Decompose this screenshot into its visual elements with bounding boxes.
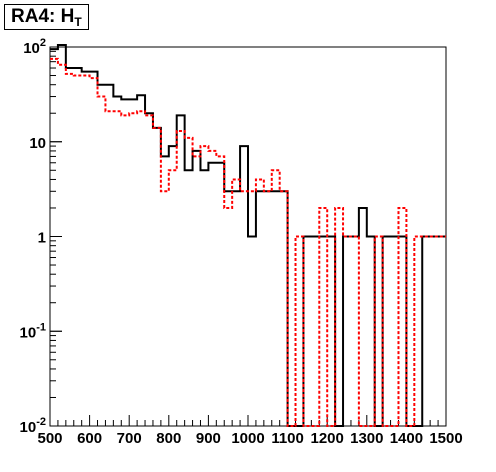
- x-tick-label: 600: [77, 430, 102, 447]
- x-tick-label: 900: [196, 430, 221, 447]
- x-tick-label: 500: [37, 430, 62, 447]
- x-tick-label: 1200: [311, 430, 344, 447]
- y-axis-ticks: 10-2 10-1 1 10 102: [20, 37, 62, 436]
- series-layer: [50, 43, 446, 427]
- y-tick-label: 102: [23, 37, 46, 57]
- x-tick-label: 1300: [350, 430, 383, 447]
- y-tick-label: 1: [38, 230, 46, 247]
- chart-title: RA4: HT: [4, 4, 89, 30]
- x-axis-ticks: 500 600 700 800 900 1000 1100 1200 1300 1400 1500: [37, 415, 463, 447]
- chart-title-subscript: T: [74, 15, 82, 29]
- x-tick-label: 1000: [231, 430, 264, 447]
- x-tick-label: 1400: [390, 430, 423, 447]
- x-tick-label: 1500: [429, 430, 462, 447]
- chart-title-text: RA4: H: [11, 6, 75, 27]
- x-tick-label: 800: [156, 430, 181, 447]
- x-tick-label: 1100: [271, 430, 304, 447]
- y-tick-label: 10-1: [20, 321, 46, 341]
- y-tick-label: 10-2: [20, 416, 46, 436]
- series-solid-black: [50, 43, 446, 427]
- x-tick-label: 700: [117, 430, 142, 447]
- series-dotted-red: [50, 57, 446, 427]
- y-tick-label: 10: [29, 135, 46, 152]
